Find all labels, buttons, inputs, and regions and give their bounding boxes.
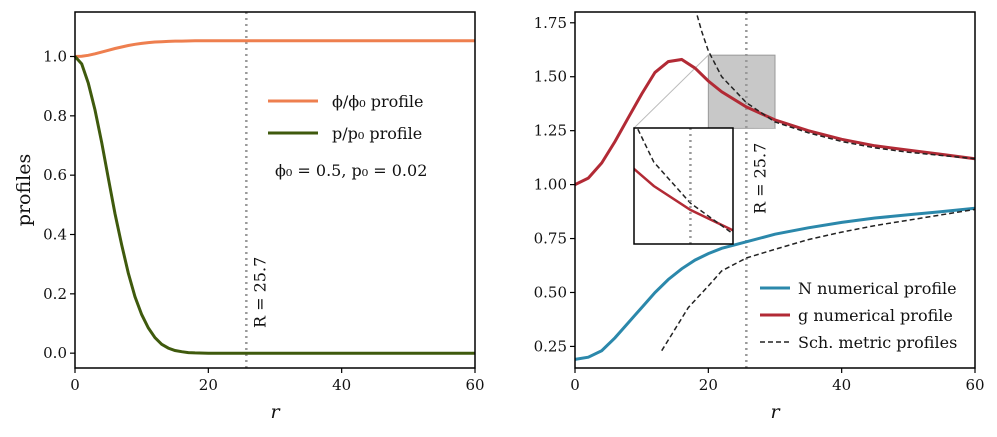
series-line-N [574, 206, 976, 361]
legend-label-g: g numerical profile [798, 306, 953, 325]
left-legend: ϕ/ϕ₀ profile p/p₀ profile [268, 92, 423, 143]
series-line-sch-N [661, 208, 976, 352]
left-series [73, 39, 475, 355]
left-panel: 0 20 40 60 0.0 0.2 0.4 0.6 0.8 1.0 r profiles R =… [13, 11, 485, 423]
x-tick-label: 40 [832, 376, 851, 394]
y-tick-label: 1.0 [43, 48, 67, 66]
right-axes-frame [574, 11, 976, 369]
y-tick-label: 0.8 [43, 107, 67, 125]
y-tick-label: 0.0 [43, 344, 67, 362]
left-axes-frame [74, 11, 476, 369]
x-tick-label: 20 [699, 376, 718, 394]
y-tick-label: 0.4 [43, 226, 67, 244]
legend-label-sch: Sch. metric profiles [798, 333, 957, 352]
x-tick-label: 0 [570, 376, 580, 394]
radius-label-right: R = 25.7 [750, 143, 769, 214]
y-tick-label: 0.2 [43, 285, 67, 303]
left-x-axis-label: r [270, 401, 281, 423]
series-line-g [574, 57, 976, 186]
parameters-annotation: ϕ₀ = 0.5, p₀ = 0.02 [275, 161, 427, 180]
y-tick-label: 1.50 [534, 68, 567, 86]
y-tick-label: 1.75 [534, 14, 567, 32]
series-line-sch-g [695, 12, 975, 160]
zoom-connector-lower [732, 127, 776, 130]
zoom-region-box [707, 54, 776, 130]
y-tick-label: 0.75 [534, 230, 567, 248]
right-panel: 0 20 40 60 0.25 0.50 0.75 1.00 1.25 1.50 1.75 r R … [534, 11, 985, 423]
x-tick-label: 60 [465, 376, 484, 394]
x-tick-label: 40 [332, 376, 351, 394]
x-tick-label: 60 [965, 376, 984, 394]
left-ticks: 0 20 40 60 0.0 0.2 0.4 0.6 0.8 1.0 [43, 48, 484, 395]
left-y-axis-label: profiles [13, 154, 35, 226]
y-tick-label: 0.50 [534, 283, 567, 301]
right-legend: N numerical profile g numerical profile … [760, 279, 957, 352]
x-tick-label: 0 [70, 376, 80, 394]
legend-label-N: N numerical profile [798, 279, 957, 298]
legend-label-phi: ϕ/ϕ₀ profile [332, 92, 423, 111]
zoom-connector-upper [633, 54, 709, 129]
right-x-axis-label: r [770, 401, 781, 423]
right-series [574, 12, 976, 361]
y-tick-label: 0.6 [43, 166, 67, 184]
y-tick-label: 1.25 [534, 122, 567, 140]
inset-frame [633, 127, 734, 245]
y-tick-label: 1.00 [534, 176, 567, 194]
right-ticks: 0 20 40 60 0.25 0.50 0.75 1.00 1.25 1.50 1.75 [534, 14, 985, 394]
inset-background [634, 128, 733, 244]
x-tick-label: 20 [199, 376, 218, 394]
y-tick-label: 0.25 [534, 337, 567, 355]
radius-label-left: R = 25.7 [250, 257, 269, 328]
zoom-inset [633, 127, 734, 245]
series-line-p [73, 55, 475, 355]
series-line-phi [74, 39, 475, 58]
legend-label-p: p/p₀ profile [332, 124, 422, 143]
